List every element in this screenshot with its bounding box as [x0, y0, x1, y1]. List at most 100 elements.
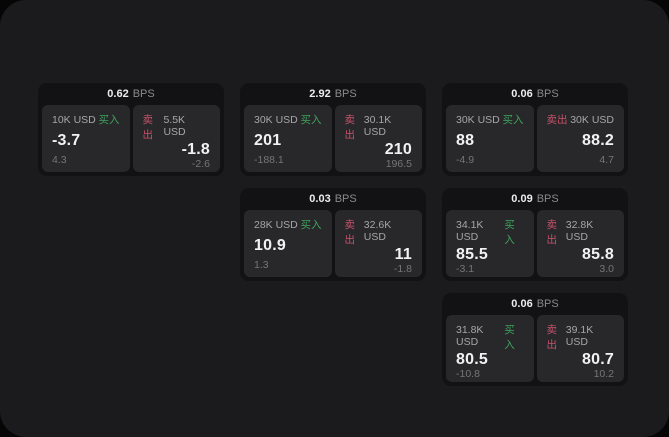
- sell-panel[interactable]: 卖出 5.5K USD -1.8 -2.6: [132, 105, 220, 172]
- spread-bps-unit: BPS: [334, 193, 357, 205]
- sell-panel[interactable]: 卖出 30K USD 88.2 4.7: [536, 105, 624, 172]
- spread-header: 0.06 BPS: [446, 293, 624, 315]
- spread-bps-value: 0.06: [511, 88, 533, 100]
- quote-card-grid: 0.62 BPS 10K USD 买入 -3.7 4.3 卖出 5.5K USD: [38, 83, 628, 386]
- quote-card: 0.03 BPS 28K USD 买入 10.9 1.3 卖出 32.6K US…: [240, 188, 426, 281]
- spread-header: 2.92 BPS: [244, 83, 422, 105]
- buy-panel-top: 30K USD 买入: [456, 112, 524, 127]
- sell-amount: 39.1K USD: [565, 324, 594, 348]
- buy-panel[interactable]: 30K USD 买入 88 -4.9: [446, 105, 534, 172]
- sell-panel[interactable]: 卖出 32.6K USD 11 -1.8: [334, 210, 422, 277]
- quote-card: 0.06 BPS 30K USD 买入 88 -4.9 卖出 30K USD: [442, 83, 628, 176]
- buy-panel[interactable]: 28K USD 买入 10.9 1.3: [244, 210, 332, 277]
- sell-tag: 卖出: [546, 114, 568, 126]
- sell-delta: -1.8: [393, 263, 412, 275]
- buy-tag: 买入: [504, 219, 515, 246]
- buy-panel-top: 10K USD 买入: [52, 112, 120, 127]
- sell-price: -1.8: [181, 141, 210, 158]
- sell-panel[interactable]: 卖出 32.8K USD 85.8 3.0: [536, 210, 624, 277]
- spread-bps-unit: BPS: [536, 193, 559, 205]
- quote-panels: 30K USD 买入 201 -188.1 卖出 30.1K USD 210 1…: [244, 105, 422, 172]
- sell-price: 11: [394, 246, 412, 263]
- quote-card: 0.06 BPS 31.8K USD 买入 80.5 -10.8 卖出 39.1…: [442, 293, 628, 386]
- buy-panel[interactable]: 31.8K USD 买入 80.5 -10.8: [446, 315, 534, 382]
- spread-bps-value: 2.92: [309, 88, 331, 100]
- buy-delta: 4.3: [52, 154, 67, 166]
- sell-delta: 10.2: [593, 368, 614, 380]
- sell-price: 85.8: [582, 246, 614, 263]
- sell-panel-top: 卖出 32.6K USD: [345, 217, 413, 247]
- buy-price: 201: [254, 131, 282, 149]
- sell-delta: 3.0: [599, 263, 614, 275]
- sell-delta: 196.5: [385, 158, 412, 170]
- quote-panels: 10K USD 买入 -3.7 4.3 卖出 5.5K USD -1.8 -2.…: [42, 105, 220, 172]
- sell-panel-top: 卖出 30K USD: [547, 112, 615, 127]
- sell-panel[interactable]: 卖出 30.1K USD 210 196.5: [334, 105, 422, 172]
- buy-price: 80.5: [456, 351, 488, 368]
- buy-tag: 买入: [300, 219, 322, 231]
- spread-bps-value: 0.06: [511, 298, 533, 310]
- quote-panels: 31.8K USD 买入 80.5 -10.8 卖出 39.1K USD 80.…: [446, 315, 624, 382]
- buy-delta: -3.1: [456, 263, 475, 275]
- quote-panels: 28K USD 买入 10.9 1.3 卖出 32.6K USD 11 -1.8: [244, 210, 422, 277]
- quote-card: 0.09 BPS 34.1K USD 买入 85.5 -3.1 卖出 32.8K…: [442, 188, 628, 281]
- spread-header: 0.62 BPS: [42, 83, 220, 105]
- sell-tag: 卖出: [142, 114, 154, 141]
- sell-amount: 30.1K USD: [363, 114, 392, 138]
- buy-amount: 10K USD: [52, 114, 96, 126]
- sell-amount: 5.5K USD: [163, 114, 186, 138]
- sell-tag: 卖出: [344, 114, 356, 141]
- buy-price: 10.9: [254, 236, 286, 254]
- buy-delta: -4.9: [456, 154, 475, 166]
- sell-tag: 卖出: [546, 219, 558, 246]
- sell-tag: 卖出: [546, 324, 558, 351]
- spread-bps-value: 0.09: [511, 193, 533, 205]
- buy-panel[interactable]: 10K USD 买入 -3.7 4.3: [42, 105, 130, 172]
- sell-panel-top: 卖出 30.1K USD: [345, 112, 413, 142]
- sell-panel-top: 卖出 32.8K USD: [547, 217, 615, 247]
- buy-tag: 买入: [502, 114, 524, 126]
- quote-panels: 30K USD 买入 88 -4.9 卖出 30K USD 88.2 4.7: [446, 105, 624, 172]
- sell-tag: 卖出: [344, 219, 356, 246]
- buy-panel-top: 28K USD 买入: [254, 217, 322, 232]
- sell-delta: 4.7: [599, 154, 614, 166]
- buy-panel-top: 34.1K USD 买入: [456, 217, 524, 247]
- sell-panel[interactable]: 卖出 39.1K USD 80.7 10.2: [536, 315, 624, 382]
- buy-amount: 30K USD: [254, 114, 298, 126]
- sell-panel-top: 卖出 5.5K USD: [143, 112, 211, 142]
- sell-price: 80.7: [582, 351, 614, 368]
- buy-delta: -188.1: [254, 154, 284, 166]
- sell-amount: 32.8K USD: [565, 219, 594, 243]
- buy-panel[interactable]: 30K USD 买入 201 -188.1: [244, 105, 332, 172]
- buy-delta: 1.3: [254, 259, 269, 271]
- buy-tag: 买入: [98, 114, 120, 126]
- sell-price: 210: [384, 141, 412, 158]
- buy-amount: 28K USD: [254, 219, 298, 231]
- buy-panel-top: 30K USD 买入: [254, 112, 322, 127]
- quote-card: 0.62 BPS 10K USD 买入 -3.7 4.3 卖出 5.5K USD: [38, 83, 224, 176]
- buy-amount: 31.8K USD: [456, 324, 484, 348]
- buy-panel[interactable]: 34.1K USD 买入 85.5 -3.1: [446, 210, 534, 277]
- buy-price: 88: [456, 131, 475, 149]
- quote-card: 2.92 BPS 30K USD 买入 201 -188.1 卖出 30.1K …: [240, 83, 426, 176]
- buy-delta: -10.8: [456, 368, 480, 380]
- spread-bps-value: 0.62: [107, 88, 129, 100]
- sell-panel-top: 卖出 39.1K USD: [547, 322, 615, 352]
- sell-price: 88.2: [582, 131, 614, 149]
- sell-amount: 32.6K USD: [363, 219, 392, 243]
- spread-bps-unit: BPS: [132, 88, 155, 100]
- buy-price: 85.5: [456, 246, 488, 263]
- spread-header: 0.09 BPS: [446, 188, 624, 210]
- buy-panel-top: 31.8K USD 买入: [456, 322, 524, 352]
- spread-bps-value: 0.03: [309, 193, 331, 205]
- buy-amount: 30K USD: [456, 114, 500, 126]
- spread-bps-unit: BPS: [536, 88, 559, 100]
- spread-bps-unit: BPS: [536, 298, 559, 310]
- buy-price: -3.7: [52, 131, 81, 149]
- sell-delta: -2.6: [191, 158, 210, 170]
- buy-amount: 34.1K USD: [456, 219, 484, 243]
- spread-header: 0.03 BPS: [244, 188, 422, 210]
- sell-amount: 30K USD: [570, 114, 614, 126]
- spread-header: 0.06 BPS: [446, 83, 624, 105]
